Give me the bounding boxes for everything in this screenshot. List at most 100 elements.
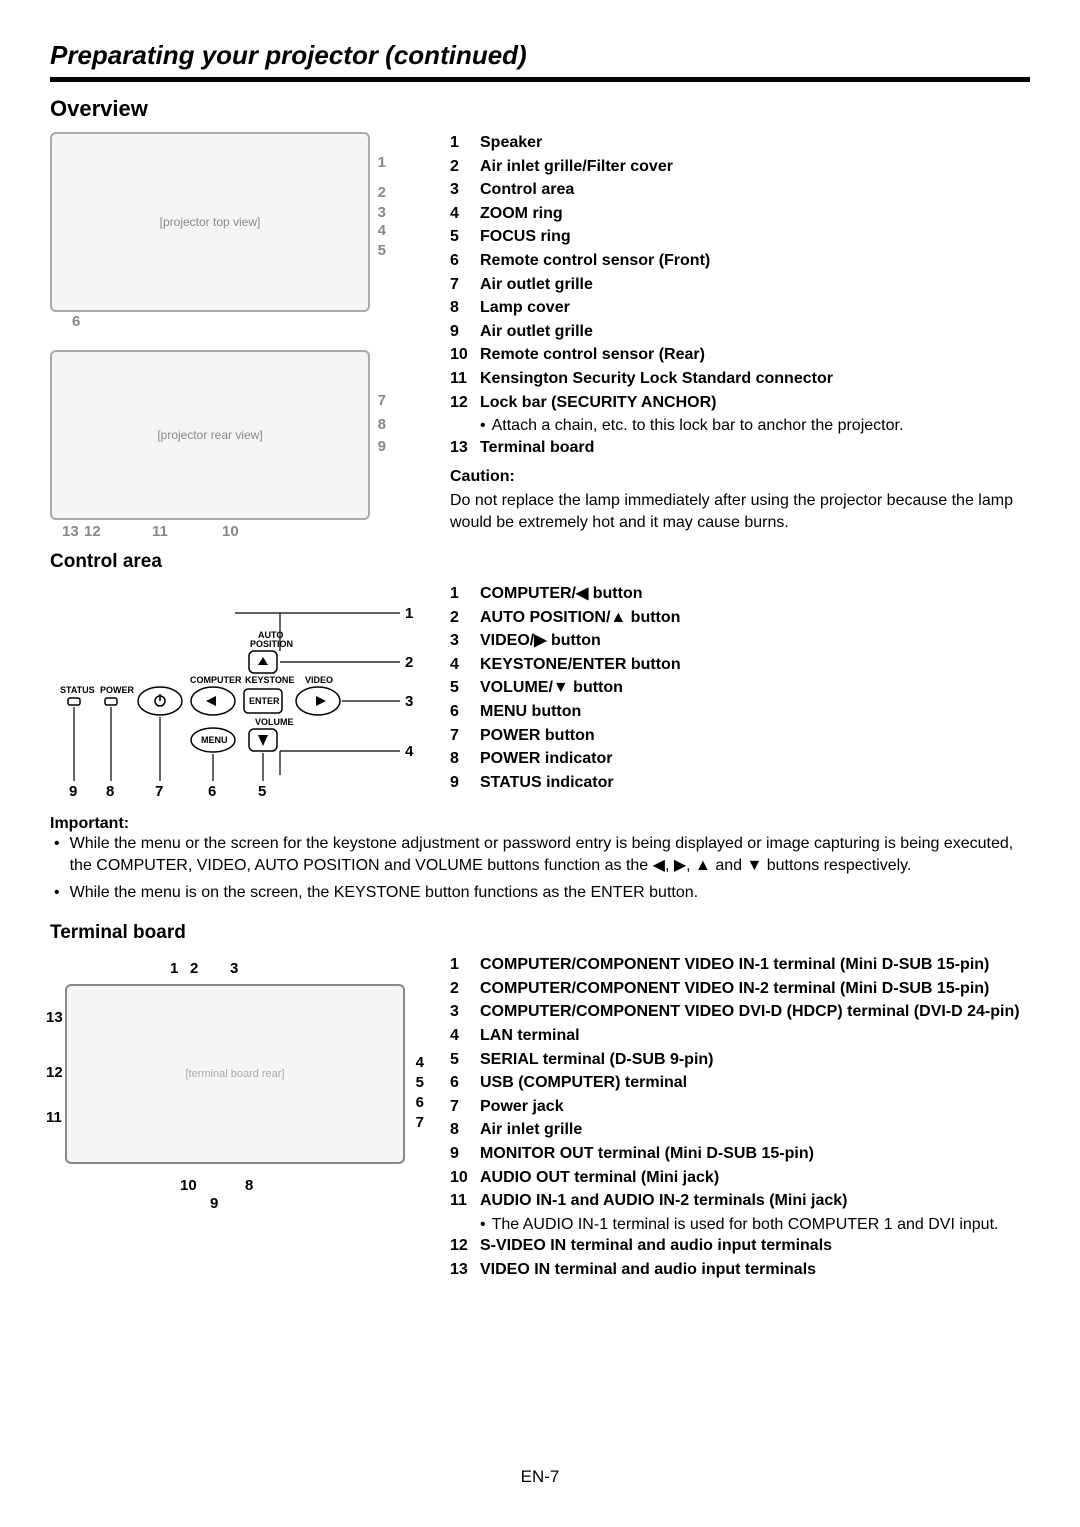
list-num: 3: [450, 630, 472, 652]
list-label: SERIAL terminal (D-SUB 9-pin): [480, 1049, 1030, 1071]
list-num: 2: [450, 156, 472, 178]
list-label: AUTO POSITION/▲ button: [480, 607, 1030, 629]
list-num: 12: [450, 392, 472, 414]
callout-num: 1: [378, 154, 386, 171]
terminal-item11-note: •The AUDIO IN-1 terminal is used for bot…: [480, 1214, 1030, 1236]
list-num: 9: [450, 1143, 472, 1165]
list-label: STATUS indicator: [480, 772, 1030, 794]
list-label: POWER indicator: [480, 748, 1030, 770]
list-num: 13: [450, 1259, 472, 1281]
important-heading: Important:: [50, 815, 1030, 833]
callout-num: 9: [69, 783, 77, 800]
list-label: Terminal board: [480, 437, 1030, 459]
callout-num: 5: [258, 783, 266, 800]
list-num: 2: [450, 607, 472, 629]
list-num: 11: [450, 368, 472, 390]
power-label: POWER: [100, 685, 135, 695]
callout-num: 10: [180, 1177, 197, 1194]
page-number: EN-7: [0, 1467, 1080, 1487]
list-label: USB (COMPUTER) terminal: [480, 1072, 1030, 1094]
callout-num: 3: [378, 204, 386, 221]
callout-num: 4: [405, 743, 414, 760]
list-num: 4: [450, 1025, 472, 1047]
callout-num: 11: [46, 1109, 62, 1126]
list-label: FOCUS ring: [480, 226, 1030, 248]
list-num: 12: [450, 1235, 472, 1257]
callout-num: 13: [62, 523, 79, 540]
list-label: Lock bar (SECURITY ANCHOR): [480, 392, 1030, 414]
list-num: 6: [450, 250, 472, 272]
callout-num: 1: [405, 605, 413, 622]
computer-label: COMPUTER: [190, 675, 242, 685]
callout-num: 3: [405, 693, 413, 710]
list-num: 1: [450, 954, 472, 976]
overview-heading: Overview: [50, 96, 1030, 122]
important-bullet: While the menu is on the screen, the KEY…: [70, 882, 698, 904]
callout-num: 12: [84, 523, 101, 540]
list-label: COMPUTER/COMPONENT VIDEO IN-2 terminal (…: [480, 978, 1030, 1000]
list-label: Kensington Security Lock Standard connec…: [480, 368, 1030, 390]
callout-num: 5: [416, 1074, 424, 1091]
callout-num: 7: [155, 783, 163, 800]
terminal-board-list: 1 COMPUTER/COMPONENT VIDEO IN-1 terminal …: [450, 954, 1030, 1212]
list-num: 5: [450, 226, 472, 248]
important-list: •While the menu or the screen for the ke…: [50, 833, 1030, 904]
important-bullet: While the menu or the screen for the key…: [70, 833, 1030, 878]
terminal-board-heading: Terminal board: [50, 922, 1030, 944]
list-num: 3: [450, 179, 472, 201]
callout-num: 11: [152, 523, 168, 540]
control-area-heading: Control area: [50, 551, 1030, 573]
list-label: Power jack: [480, 1096, 1030, 1118]
list-num: 10: [450, 1167, 472, 1189]
list-label: VOLUME/▼ button: [480, 677, 1030, 699]
callout-num: 8: [245, 1177, 253, 1194]
terminal-board-figure: [terminal board rear] 1 2 3 4 5 6 7 8 9 …: [50, 954, 420, 1194]
video-label: VIDEO: [305, 675, 333, 685]
list-num: 8: [450, 748, 472, 770]
callout-num: 9: [378, 438, 386, 455]
callout-num: 7: [416, 1114, 424, 1131]
control-area-figure: STATUS POWER COMPUTER KEYSTONE VIDEO AUT…: [50, 583, 420, 803]
list-label: COMPUTER/◀ button: [480, 583, 1030, 605]
list-label: MENU button: [480, 701, 1030, 723]
control-area-list: 1COMPUTER/◀ button 2AUTO POSITION/▲ butt…: [450, 583, 1030, 793]
callout-num: 3: [230, 960, 238, 977]
list-label: MONITOR OUT terminal (Mini D-SUB 15-pin): [480, 1143, 1030, 1165]
callout-num: 6: [416, 1094, 424, 1111]
list-label: ZOOM ring: [480, 203, 1030, 225]
list-num: 8: [450, 1119, 472, 1141]
list-label: VIDEO/▶ button: [480, 630, 1030, 652]
list-label: COMPUTER/COMPONENT VIDEO DVI-D (HDCP) te…: [480, 1001, 1030, 1023]
caution-text: Do not replace the lamp immediately afte…: [450, 490, 1030, 533]
overview-parts-list: 1Speaker 2Air inlet grille/Filter cover …: [450, 132, 1030, 413]
list-num: 8: [450, 297, 472, 319]
list-num: 9: [450, 772, 472, 794]
overview-figure-top: [projector top view] 1 2 3 4 5 6: [50, 132, 370, 312]
overview-parts-list-cont: 13 Terminal board: [450, 437, 1030, 459]
keystone-label: KEYSTONE: [245, 675, 294, 685]
callout-num: 2: [378, 184, 386, 201]
list-num: 11: [450, 1190, 472, 1212]
list-num: 6: [450, 1072, 472, 1094]
overview-item12-note: •Attach a chain, etc. to this lock bar t…: [480, 415, 1030, 437]
list-label: POWER button: [480, 725, 1030, 747]
list-num: 7: [450, 1096, 472, 1118]
callout-num: 4: [378, 222, 386, 239]
list-num: 13: [450, 437, 472, 459]
svg-text:AUTOPOSITION: AUTOPOSITION: [250, 630, 293, 649]
list-label: AUDIO OUT terminal (Mini jack): [480, 1167, 1030, 1189]
callout-num: 4: [416, 1054, 424, 1071]
list-label: Air outlet grille: [480, 274, 1030, 296]
callout-num: 13: [46, 1009, 63, 1026]
list-num: 9: [450, 321, 472, 343]
enter-label: ENTER: [249, 696, 280, 706]
list-num: 7: [450, 274, 472, 296]
list-num: 5: [450, 677, 472, 699]
list-num: 6: [450, 701, 472, 723]
list-num: 7: [450, 725, 472, 747]
list-label: Control area: [480, 179, 1030, 201]
list-label: COMPUTER/COMPONENT VIDEO IN-1 terminal (…: [480, 954, 1030, 976]
list-label: S-VIDEO IN terminal and audio input term…: [480, 1235, 1030, 1257]
list-num: 2: [450, 978, 472, 1000]
menu-label: MENU: [201, 735, 228, 745]
